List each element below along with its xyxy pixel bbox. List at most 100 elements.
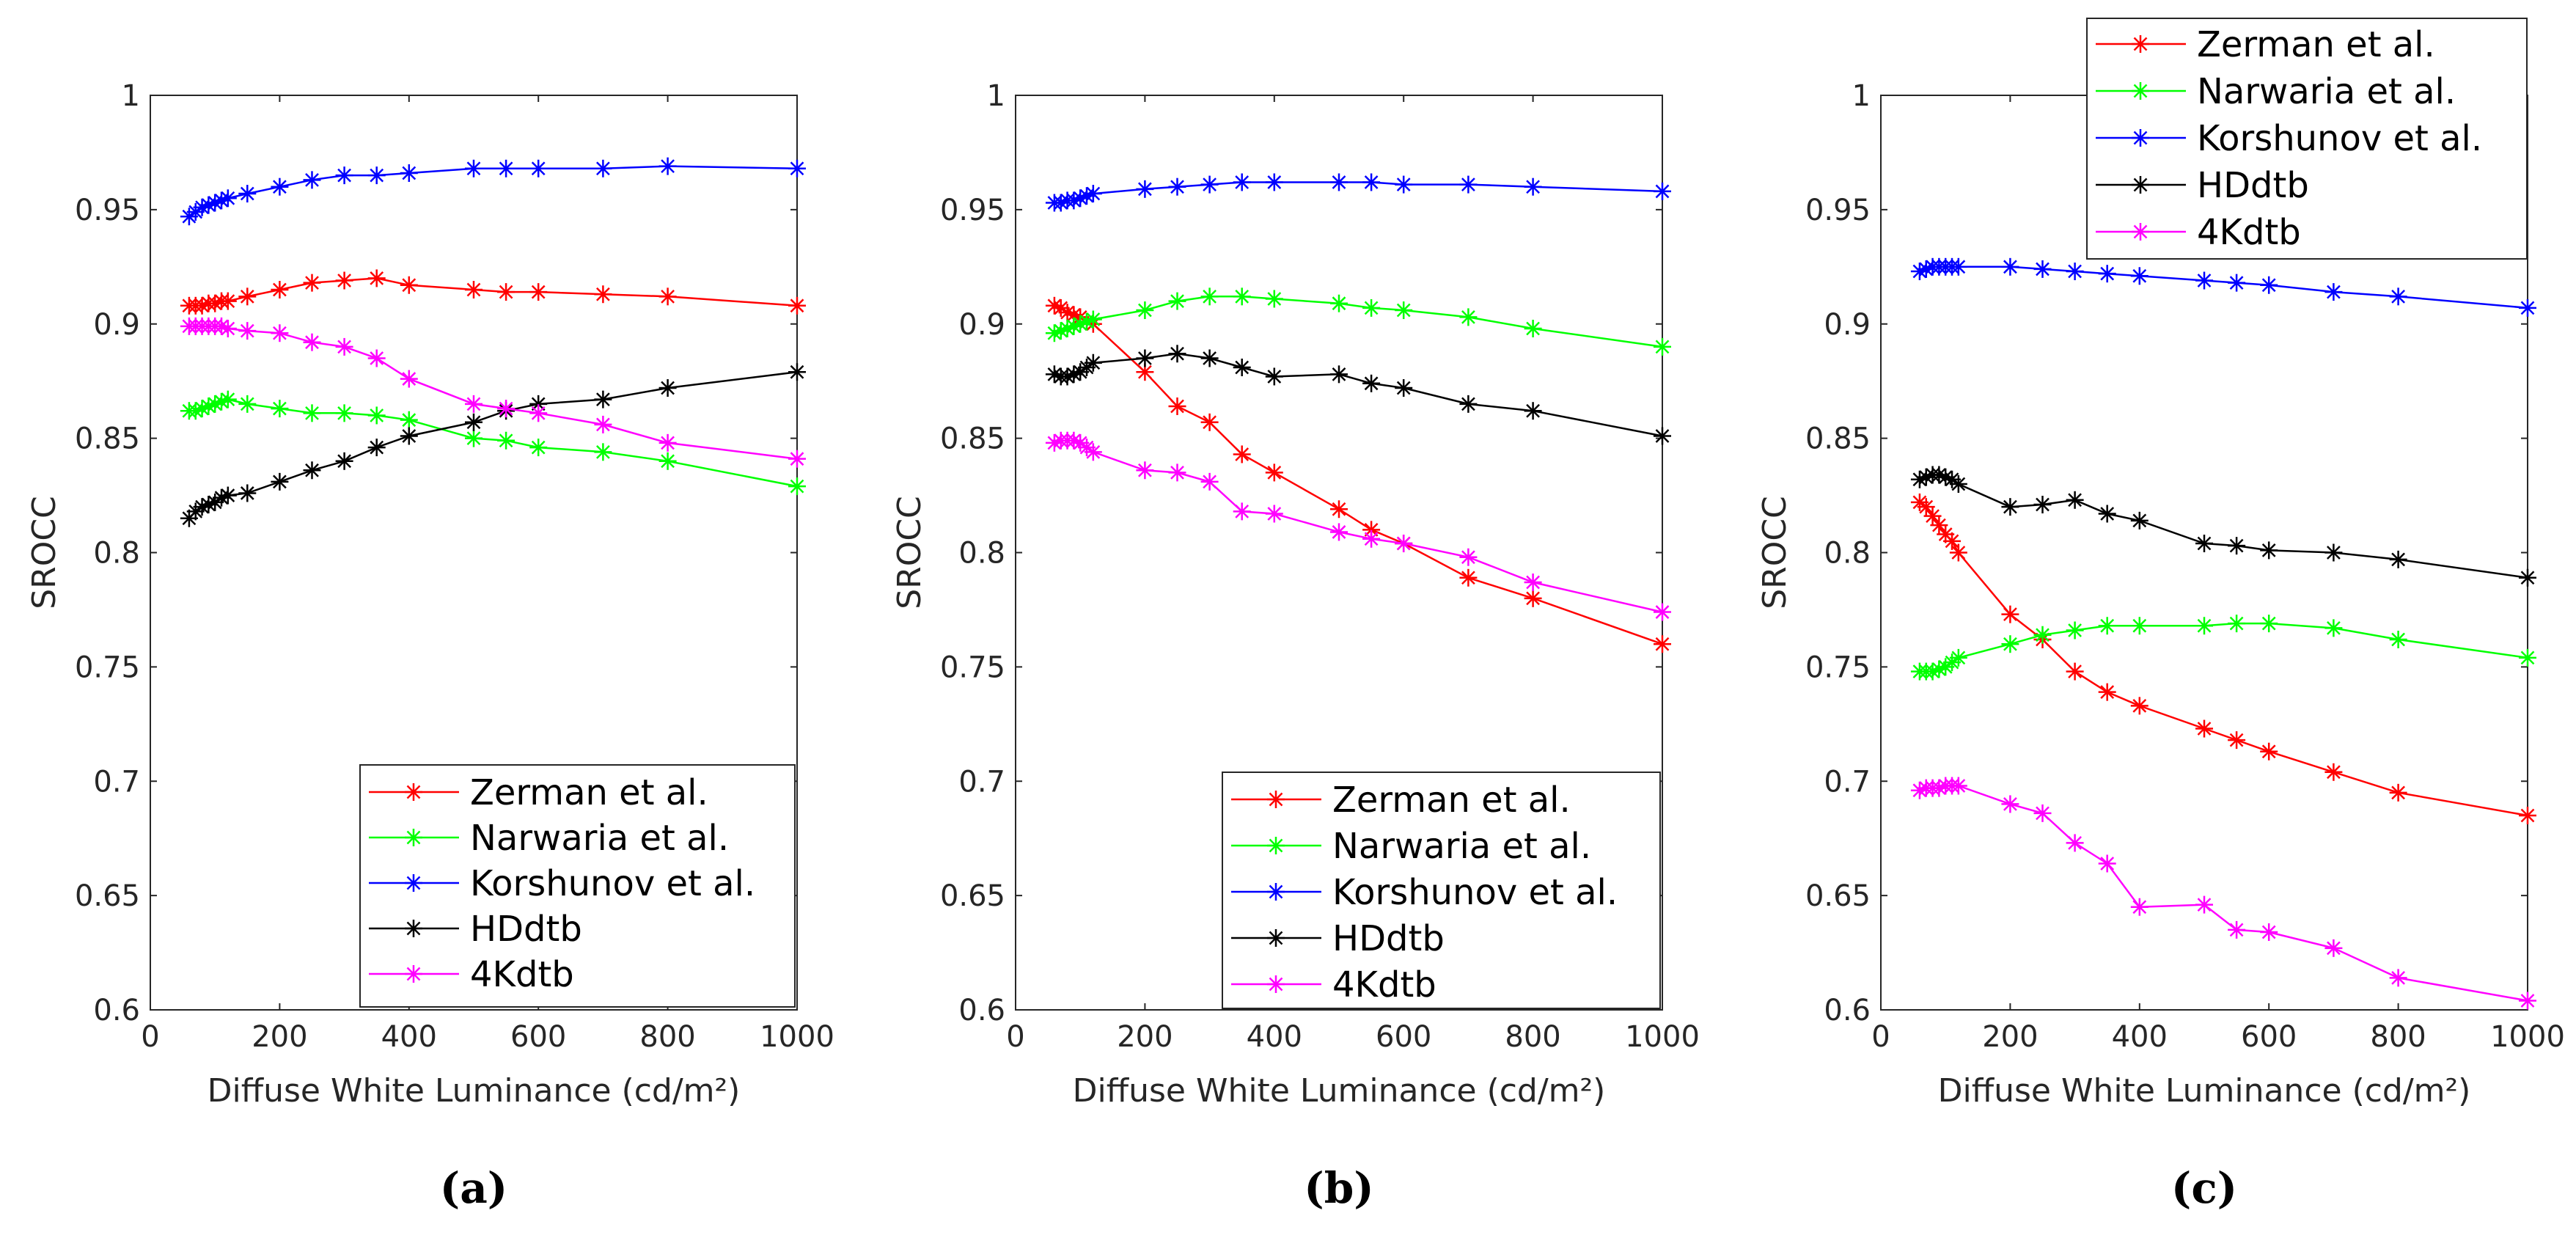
legend-label: Korshunov et al. <box>1332 872 1618 913</box>
data-point <box>335 452 353 470</box>
data-point <box>193 498 211 516</box>
data-point <box>271 472 289 491</box>
data-point <box>1200 175 1219 194</box>
data-point <box>1265 463 1283 482</box>
series-narwaria-et-al <box>180 390 806 496</box>
data-point <box>1930 516 1948 535</box>
legend-label: HDdtb <box>2197 165 2309 206</box>
x-tick-label: 0 <box>1871 1020 1890 1054</box>
data-point <box>2324 283 2343 301</box>
data-point <box>788 363 806 381</box>
data-point <box>400 370 418 388</box>
y-tick-label: 0.65 <box>1805 879 1871 913</box>
legend-entry: HDdtb <box>2096 165 2309 206</box>
data-point <box>1459 395 1478 413</box>
panel-caption: (b) <box>1304 1163 1373 1213</box>
y-tick-label: 0.85 <box>1805 422 1871 456</box>
data-point <box>238 395 257 413</box>
y-axis-title: SROCC <box>1756 496 1794 609</box>
legend-entry: Korshunov et al. <box>369 863 755 904</box>
data-point <box>2098 854 2116 873</box>
data-point <box>2228 731 2246 750</box>
data-point <box>1395 535 1413 553</box>
data-point <box>658 379 677 397</box>
data-point <box>238 484 257 502</box>
data-point <box>1524 402 1542 420</box>
data-point <box>1949 777 1967 795</box>
series-4kdtb <box>1910 777 2536 1010</box>
y-tick-label: 1 <box>987 79 1005 113</box>
data-point <box>1265 290 1283 308</box>
data-point <box>658 452 677 470</box>
legend-label: Narwaria et al. <box>470 818 729 859</box>
legend-entry: HDdtb <box>369 909 582 950</box>
data-point <box>1362 298 1381 317</box>
data-point <box>497 431 515 450</box>
data-point <box>2228 615 2246 633</box>
y-tick-label: 0.75 <box>940 651 1005 684</box>
legend: Zerman et al. Narwaria et al. Korshunov et… <box>2086 18 2528 260</box>
legend-entry: Korshunov et al. <box>1231 872 1618 913</box>
data-point <box>2001 257 2019 276</box>
data-point <box>1168 345 1186 363</box>
data-point <box>1084 310 1102 329</box>
data-point <box>1136 461 1154 480</box>
data-point <box>1654 182 1671 200</box>
data-point <box>497 400 515 418</box>
panel-caption: (a) <box>440 1163 507 1213</box>
data-point <box>2389 287 2407 306</box>
x-tick-label: 400 <box>381 1020 437 1054</box>
data-point <box>788 450 806 468</box>
data-point <box>2001 498 2019 516</box>
y-tick-label: 1 <box>122 79 140 113</box>
data-point <box>2389 783 2407 802</box>
data-point <box>367 269 386 287</box>
legend-marker <box>405 920 422 937</box>
y-tick-label: 0.6 <box>1824 994 1871 1027</box>
legend-label: 4Kdtb <box>2197 212 2301 253</box>
y-tick-label: 0.95 <box>75 194 140 227</box>
x-tick-label: 1000 <box>2490 1020 2565 1054</box>
data-point <box>1136 349 1154 367</box>
data-point <box>529 159 548 177</box>
x-tick-label: 0 <box>141 1020 159 1054</box>
legend-entry: Zerman et al. <box>1231 780 1571 821</box>
x-axis-title: Diffuse White Luminance (cd/m²) <box>208 1072 741 1110</box>
y-tick-label: 1 <box>1852 79 1871 113</box>
legend-marker <box>1267 975 1285 993</box>
data-point <box>2130 697 2148 715</box>
data-point <box>271 177 289 196</box>
data-point <box>335 404 353 422</box>
data-point <box>2519 298 2536 317</box>
data-point <box>1923 507 1942 525</box>
data-point <box>219 486 237 505</box>
legend-marker <box>405 829 422 846</box>
legend-marker <box>2132 223 2149 241</box>
data-point <box>2519 807 2536 825</box>
data-point <box>1362 173 1381 191</box>
panel-caption: (c) <box>2171 1163 2237 1213</box>
legend-entry: Narwaria et al. <box>2096 71 2456 112</box>
data-point <box>465 159 482 177</box>
series-korshunov-et-al <box>180 157 806 226</box>
data-point <box>1168 463 1186 482</box>
data-point <box>2324 619 2343 637</box>
y-axis-title: SROCC <box>891 496 928 609</box>
chart-panel-a: 0.6 0.65 0.7 0.75 0.8 0.85 0.9 0.95 1 0 200 400 600 8… <box>26 79 834 1213</box>
data-point <box>1330 294 1348 312</box>
data-point <box>2066 263 2084 281</box>
data-point <box>1233 358 1251 376</box>
legend-label: Narwaria et al. <box>2197 71 2456 112</box>
data-point <box>1949 474 1967 493</box>
legend-box <box>359 764 796 1008</box>
data-point <box>2519 648 2536 667</box>
x-tick-label: 200 <box>1982 1020 2038 1054</box>
y-tick-label: 0.7 <box>958 765 1005 799</box>
data-point <box>1233 173 1251 191</box>
legend-label: 4Kdtb <box>470 954 574 995</box>
data-point <box>1330 500 1348 518</box>
data-point <box>788 159 806 177</box>
legend-label: HDdtb <box>470 909 582 950</box>
y-tick-label: 0.75 <box>75 651 140 684</box>
data-point <box>2519 992 2536 1010</box>
